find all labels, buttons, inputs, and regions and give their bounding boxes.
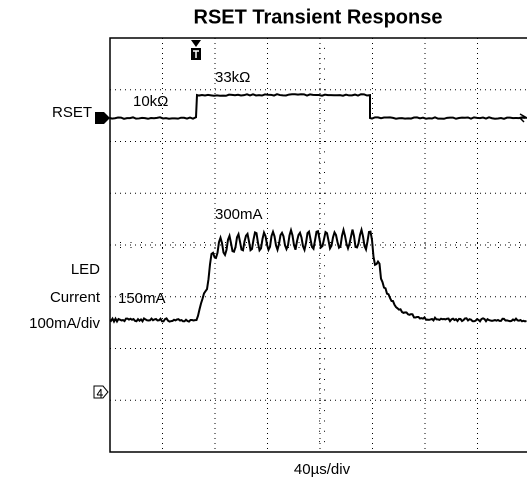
channel-1-marker	[95, 112, 110, 124]
annotation: 300mA	[215, 206, 263, 223]
channel-label: Current	[50, 289, 101, 306]
channel-label: LED	[71, 261, 100, 278]
annotation: 150mA	[118, 290, 166, 307]
rset-trace	[110, 94, 525, 119]
scope-grid	[110, 38, 527, 452]
offset-arrow	[520, 114, 527, 122]
screen-border	[110, 38, 527, 452]
scope-screenshot: RSET Transient Response RSET LED Current…	[0, 0, 527, 484]
led-trace	[110, 230, 527, 322]
channel-4-marker	[94, 386, 108, 398]
channel-label: RSET	[52, 104, 92, 121]
annotation: 33kΩ	[215, 69, 250, 86]
x-scale: 40µs/div	[294, 461, 351, 478]
trigger-marker	[191, 40, 201, 60]
annotation: 10kΩ	[133, 93, 168, 110]
channel-label: 100mA/div	[29, 315, 100, 332]
title: RSET Transient Response	[194, 6, 443, 28]
